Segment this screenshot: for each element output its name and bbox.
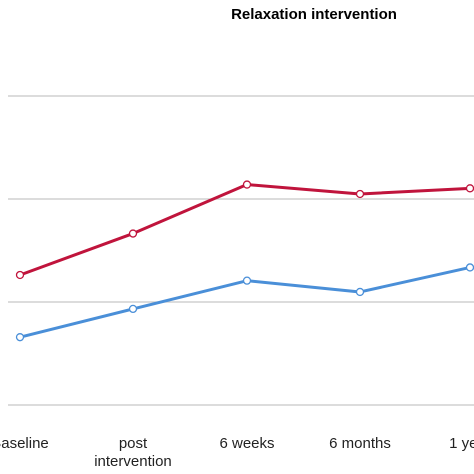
data-point bbox=[355, 287, 365, 297]
x-tick-label: 6 weeks bbox=[219, 435, 274, 452]
gridlines bbox=[8, 95, 474, 406]
data-point bbox=[242, 276, 252, 285]
x-tick-label: 1 year bbox=[449, 435, 474, 452]
x-tick-label: Baseline bbox=[0, 435, 49, 452]
data-point bbox=[15, 333, 25, 342]
chart-title: Relaxation intervention bbox=[231, 6, 397, 23]
data-point bbox=[355, 189, 365, 199]
series-line-1 bbox=[19, 183, 471, 277]
data-point bbox=[15, 270, 25, 280]
x-tick-label: 6 months bbox=[329, 435, 391, 452]
data-point bbox=[128, 229, 138, 238]
data-point bbox=[128, 304, 138, 314]
data-point bbox=[465, 184, 474, 193]
data-point bbox=[242, 180, 252, 189]
x-tick-label: post intervention bbox=[94, 435, 172, 470]
series-group bbox=[15, 180, 474, 342]
data-point bbox=[465, 263, 474, 272]
